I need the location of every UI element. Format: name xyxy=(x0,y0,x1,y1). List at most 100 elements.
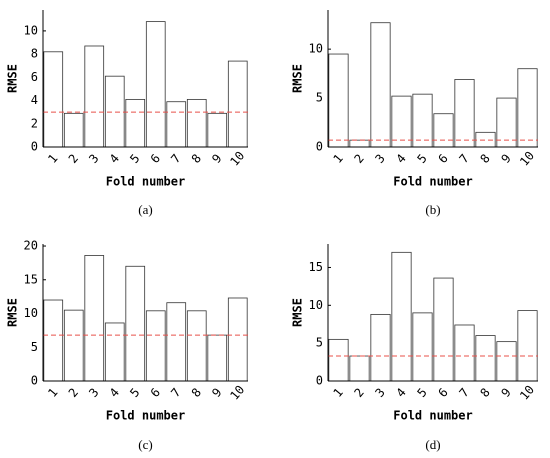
bar xyxy=(104,322,125,382)
bar xyxy=(454,324,475,382)
caption: (c) xyxy=(138,437,152,452)
bar xyxy=(186,310,207,382)
bar xyxy=(84,255,105,382)
y-tick-label: 8 xyxy=(31,47,38,61)
x-tick-label: 8 xyxy=(189,385,204,400)
bar xyxy=(104,75,125,148)
y-tick-label: 5 xyxy=(316,91,323,105)
bar xyxy=(454,79,475,148)
bar xyxy=(391,251,412,382)
bar xyxy=(166,101,187,148)
bar xyxy=(328,338,349,382)
x-tick-label: 2 xyxy=(351,385,366,400)
y-axis-title: RMSE xyxy=(291,64,305,93)
y-axis-title: RMSE xyxy=(6,64,20,93)
x-tick-label: 10 xyxy=(517,149,537,169)
x-tick-label: 7 xyxy=(168,151,183,166)
bar xyxy=(145,21,166,148)
bar xyxy=(145,310,166,382)
x-tick-label: 8 xyxy=(477,151,492,166)
bar xyxy=(412,93,433,148)
x-tick-label: 10 xyxy=(227,149,247,169)
x-axis-title: Fold number xyxy=(393,409,472,423)
x-tick-label: 1 xyxy=(45,385,60,400)
y-tick-label: 0 xyxy=(31,140,38,154)
bar xyxy=(412,312,433,382)
bar xyxy=(475,335,496,382)
x-tick-label: 10 xyxy=(227,383,247,403)
x-tick-label: 1 xyxy=(330,385,345,400)
x-tick-label: 4 xyxy=(393,151,408,166)
x-tick-label: 6 xyxy=(435,385,450,400)
caption: (a) xyxy=(138,202,152,217)
bar xyxy=(517,68,538,148)
y-tick-label: 6 xyxy=(31,70,38,84)
x-tick-label: 1 xyxy=(330,151,345,166)
bar xyxy=(370,313,391,382)
bar xyxy=(63,309,84,382)
bar xyxy=(391,95,412,148)
bar xyxy=(227,60,248,148)
y-tick-label: 10 xyxy=(24,23,38,37)
y-tick-label: 10 xyxy=(24,306,38,320)
y-tick-label: 2 xyxy=(31,116,38,130)
bar xyxy=(43,299,64,382)
x-tick-label: 7 xyxy=(456,151,471,166)
y-tick-label: 0 xyxy=(316,140,323,154)
y-tick-label: 15 xyxy=(309,260,323,274)
bar xyxy=(63,112,84,148)
bar xyxy=(125,98,146,148)
x-tick-label: 5 xyxy=(127,151,142,166)
x-tick-label: 9 xyxy=(498,151,513,166)
x-tick-label: 6 xyxy=(148,385,163,400)
bar xyxy=(186,98,207,148)
caption: (b) xyxy=(425,202,440,217)
x-tick-label: 9 xyxy=(209,385,224,400)
y-tick-label: 10 xyxy=(309,42,323,56)
y-tick-label: 15 xyxy=(24,272,38,286)
x-axis-title: Fold number xyxy=(393,175,472,189)
y-tick-label: 10 xyxy=(309,298,323,312)
y-tick-label: 0 xyxy=(31,374,38,388)
bar xyxy=(207,334,228,382)
x-tick-label: 5 xyxy=(127,385,142,400)
bar xyxy=(433,113,454,148)
x-tick-label: 3 xyxy=(86,151,101,166)
x-tick-label: 2 xyxy=(66,385,81,400)
bar xyxy=(517,310,538,382)
bar xyxy=(496,341,517,382)
x-tick-label: 6 xyxy=(148,151,163,166)
x-tick-label: 1 xyxy=(45,151,60,166)
bar xyxy=(349,139,370,148)
x-tick-label: 6 xyxy=(435,151,450,166)
bar xyxy=(370,22,391,148)
y-tick-label: 20 xyxy=(24,239,38,253)
bar xyxy=(433,277,454,382)
x-tick-label: 4 xyxy=(393,385,408,400)
y-axis-title: RMSE xyxy=(6,298,20,327)
y-axis-title: RMSE xyxy=(291,298,305,327)
x-tick-label: 5 xyxy=(414,151,429,166)
bar xyxy=(207,112,228,148)
x-tick-label: 4 xyxy=(107,151,122,166)
x-tick-label: 3 xyxy=(372,385,387,400)
bar xyxy=(84,45,105,148)
bar xyxy=(125,265,146,382)
bar xyxy=(349,355,370,382)
caption: (d) xyxy=(425,437,440,452)
x-tick-label: 3 xyxy=(372,151,387,166)
bar xyxy=(166,302,187,382)
x-tick-label: 10 xyxy=(517,383,537,403)
x-tick-label: 3 xyxy=(86,385,101,400)
x-tick-label: 7 xyxy=(456,385,471,400)
x-axis-title: Fold number xyxy=(106,409,185,423)
x-tick-label: 4 xyxy=(107,385,122,400)
bar xyxy=(328,53,349,148)
y-tick-label: 4 xyxy=(31,93,38,107)
bar xyxy=(43,51,64,148)
x-tick-label: 8 xyxy=(477,385,492,400)
x-tick-label: 7 xyxy=(168,385,183,400)
x-tick-label: 9 xyxy=(209,151,224,166)
x-tick-label: 2 xyxy=(351,151,366,166)
